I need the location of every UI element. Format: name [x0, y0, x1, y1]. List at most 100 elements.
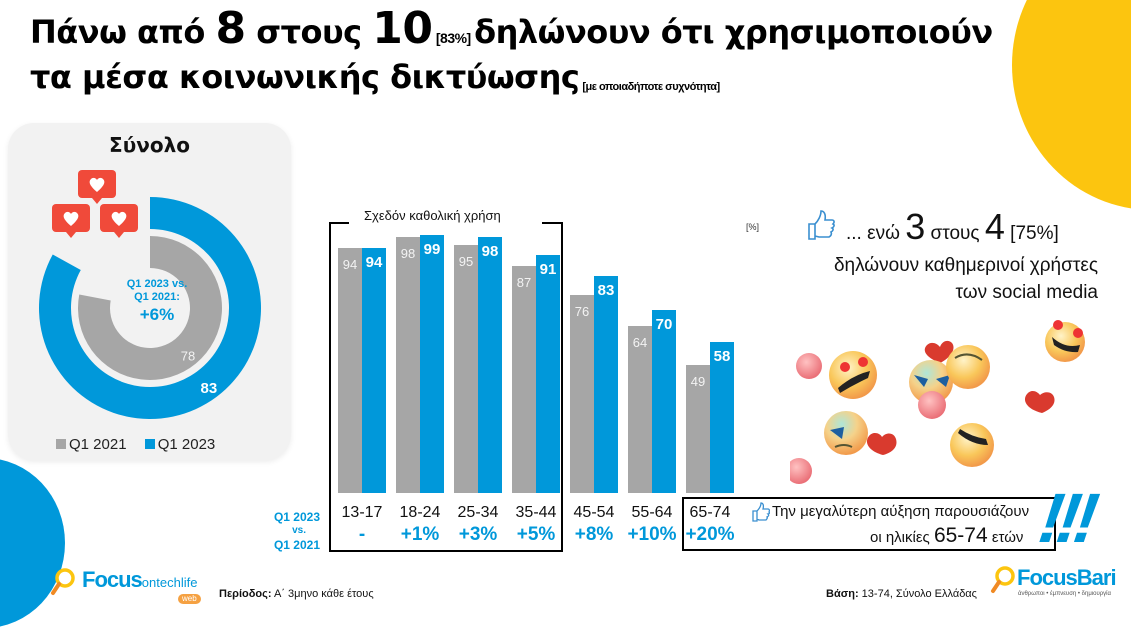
legend-label: Q1 2023 [157, 436, 216, 453]
bar-q2021 [454, 245, 478, 493]
title-percent: [83%] [432, 30, 475, 46]
bracket-right-line [561, 222, 563, 552]
highlight-text-line1: Την μεγαλύτερη αύξηση παρουσιάζουν [772, 503, 1030, 520]
highlight-text: οι ηλικίες [870, 529, 934, 546]
heart-icon [866, 433, 897, 455]
logo-sub-text: ontechlife [141, 575, 198, 590]
heart-icon [924, 340, 954, 363]
daily-note-line2: δηλώνουν καθημερινοί χρήστες [833, 255, 1098, 276]
bar-value-label: 94 [365, 253, 383, 271]
change-label: +10% [627, 524, 677, 545]
category-label: 55-64 [631, 504, 673, 521]
title-text: τα μέσα κοινωνικής δικτύωσης [30, 58, 580, 96]
title-text: στους [245, 13, 373, 51]
bar-q2021 [686, 365, 710, 493]
heart-eyes-emoji [1045, 320, 1085, 362]
bar-value-label: 98 [481, 243, 499, 261]
donut-value-label: 78 [181, 348, 195, 363]
daily-big-number: 4 [984, 206, 1005, 247]
yellow-decor-circle [1012, 0, 1131, 210]
daily-note-line3: των social media [955, 282, 1098, 303]
daily-percent: [75%] [1004, 223, 1059, 244]
legend-item-q2021: Q1 2021 [56, 436, 127, 453]
unit-note: [%] [746, 222, 760, 232]
heart-bubble-icon [52, 204, 90, 238]
bar-value-label: 49 [690, 374, 706, 390]
highlight-age: 65-74 [933, 524, 988, 547]
category-label: 25-34 [457, 504, 499, 521]
laughing-emoji [950, 423, 994, 467]
magnifier-logo-icon [51, 568, 75, 595]
bar-q2023 [594, 276, 618, 493]
total-panel: Σύνολο 78 83 Q1 2023 vs. Q1 2021: +6% Q1 … [8, 123, 291, 460]
axis-label-line: Q1 2021 [273, 538, 320, 552]
category-label: 18-24 [399, 504, 441, 521]
bar-value-label: 76 [574, 303, 590, 319]
bar-q2023 [652, 310, 676, 493]
change-label: +3% [458, 524, 498, 545]
highlight-text-line2: οι ηλικίες 65-74 ετών [870, 524, 1023, 548]
donut-legend: Q1 2021 Q1 2023 [56, 436, 215, 453]
bar-q2021 [396, 237, 420, 493]
center-change: +6% [139, 305, 175, 324]
bar-value-label: 95 [458, 254, 474, 270]
category-label: 35-44 [515, 504, 557, 521]
bar-q2023 [536, 255, 560, 493]
bracket-left-line [329, 222, 331, 552]
daily-text: στους [925, 223, 985, 244]
logo-main-text: Focus [82, 567, 143, 592]
category-label: 13-17 [341, 504, 383, 521]
emoji-ball [918, 391, 946, 419]
center-line1: Q1 2023 vs. [126, 278, 188, 290]
magnifier-logo-icon [991, 566, 1015, 593]
panel-title: Σύνολο [109, 133, 190, 157]
bar-value-label: 87 [516, 274, 532, 290]
bar-value-label: 83 [597, 282, 615, 300]
heart-icon [1024, 391, 1055, 413]
category-label: 45-54 [573, 504, 615, 521]
bar-value-label: 91 [539, 261, 557, 279]
page-title-line1: Πάνω από 8 στους 10 [83%] δηλώνουν ότι χ… [30, 7, 993, 59]
bar-q2021 [628, 325, 652, 493]
donut-value-label: 83 [201, 380, 218, 397]
base-note: Βάση: 13-74, Σύνολο Ελλάδας [826, 588, 977, 600]
thumbs-up-icon [808, 210, 835, 240]
bar-value-label: 94 [342, 256, 358, 272]
logo-focus-ontechlife: Focusontechlife [82, 567, 197, 593]
bracket-bottom-line [329, 550, 563, 552]
bar-q2023 [362, 247, 386, 493]
bracket-top-left [329, 222, 349, 224]
logo-focusbari: FocusBari [1017, 565, 1117, 590]
title-note: [με οποιαδήποτε συχνότητα] [582, 81, 720, 93]
change-label: - [358, 524, 366, 545]
thumbs-up-icon [752, 502, 770, 522]
exclamation-marks: !!! [1034, 479, 1098, 557]
bar-value-label: 64 [632, 334, 648, 350]
center-line2: Q1 2021: [134, 291, 180, 303]
bar-q2021 [338, 247, 362, 493]
title-big-number: 10 [372, 3, 433, 54]
legend-label: Q1 2021 [69, 436, 127, 453]
legend-swatch [144, 439, 155, 449]
bar-q2021 [512, 265, 536, 493]
bar-value-label: 99 [423, 240, 441, 258]
period-label: Περίοδος: [219, 588, 272, 600]
bar-q2021 [570, 294, 594, 493]
heart-notifications-icon [52, 170, 138, 238]
bar-value-label: 98 [400, 246, 416, 262]
donut-chart: 78 83 [38, 197, 261, 419]
bar-value-label: 70 [655, 316, 673, 334]
bar-q2023 [478, 237, 502, 493]
bar-q2023 [710, 341, 734, 493]
change-axis-label: Q1 2023 vs. Q1 2021 [248, 510, 320, 552]
emoji-ball [796, 353, 822, 379]
base-label: Βάση: [826, 588, 859, 600]
title-text: Πάνω από [30, 13, 216, 51]
emoji-ball [790, 458, 812, 484]
change-label: +1% [400, 524, 440, 545]
highlight-text: ετών [987, 529, 1024, 546]
daily-note-line1: ... ενώ 3 στους 4 [75%] [846, 206, 1059, 248]
title-big-number: 8 [215, 3, 246, 54]
legend-swatch [56, 439, 66, 449]
sad-cool-emoji [824, 411, 868, 455]
